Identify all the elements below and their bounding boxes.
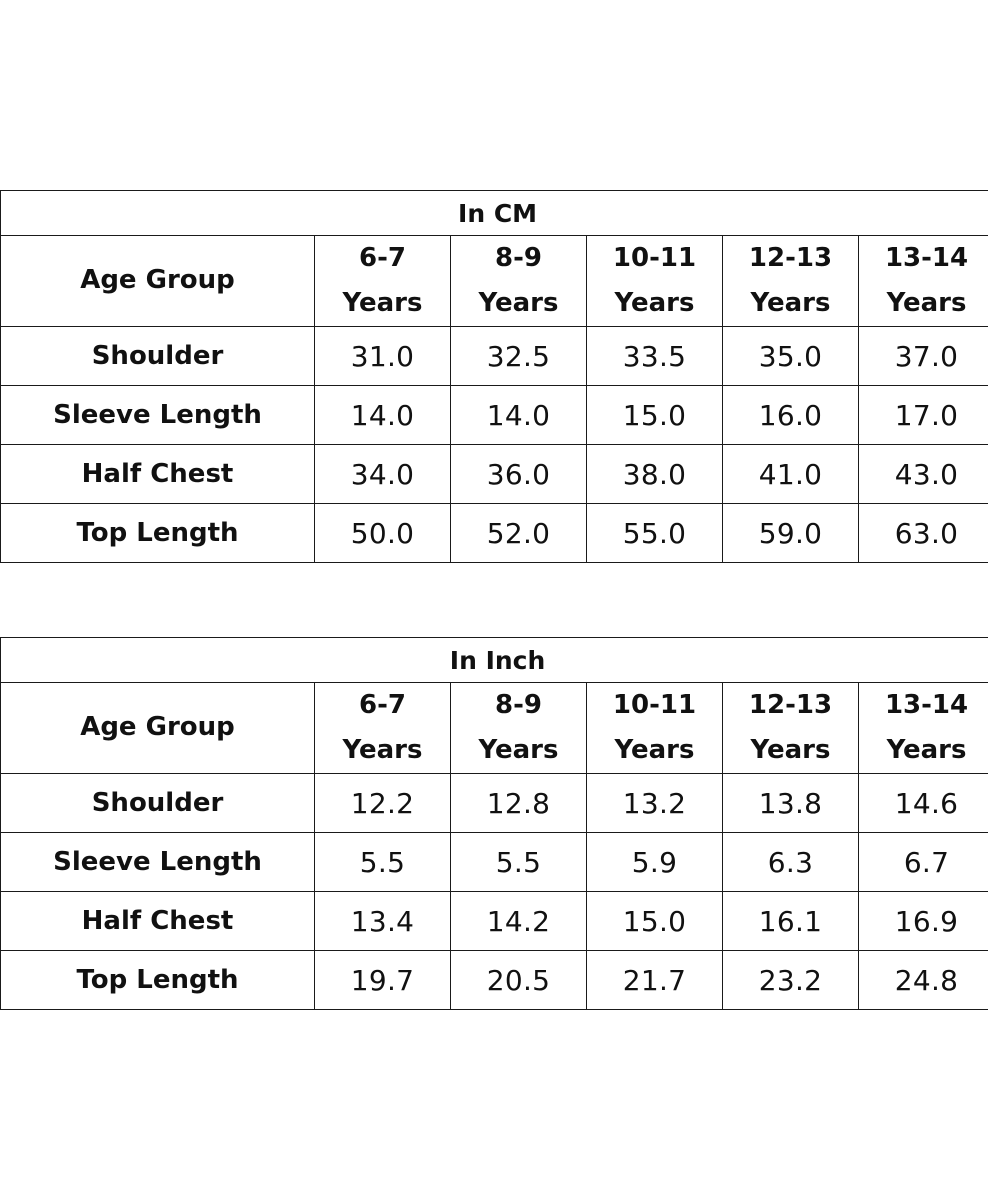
age-group-header: Age Group	[0, 682, 315, 774]
table-cell: 14.6	[857, 773, 988, 833]
table-cell: 6.7	[857, 832, 988, 892]
table-cell: 59.0	[722, 503, 859, 563]
column-header-age: 13-14 Years	[857, 235, 988, 327]
table-cell: 63.0	[857, 503, 988, 563]
table-cell: 13.4	[314, 891, 451, 951]
age-range: 8-9	[495, 243, 542, 273]
table-cell: 34.0	[314, 444, 451, 504]
table-title-row: In CM	[0, 190, 988, 236]
row-label: Sleeve Length	[0, 385, 315, 445]
table-cell: 20.5	[450, 950, 587, 1010]
age-unit: Years	[886, 288, 967, 318]
age-unit: Years	[478, 288, 559, 318]
header-row: Age Group 6-7 Years 8-9 Years 10-11 Years 1…	[0, 235, 988, 327]
size-chart-cm-table: In CM Age Group 6-7 Years 8-9 Years 10-11 Y…	[0, 190, 988, 563]
table-row: Sleeve Length 14.0 14.0 15.0 16.0 17.0	[0, 385, 988, 445]
age-range: 13-14	[884, 243, 969, 273]
table-cell: 13.8	[722, 773, 859, 833]
table-cell: 13.2	[586, 773, 723, 833]
table-cell: 41.0	[722, 444, 859, 504]
age-group-header: Age Group	[0, 235, 315, 327]
table-cell: 14.2	[450, 891, 587, 951]
row-label: Shoulder	[0, 326, 315, 386]
table-cell: 32.5	[450, 326, 587, 386]
age-range: 8-9	[495, 690, 542, 720]
age-unit: Years	[342, 288, 423, 318]
table-cell: 24.8	[857, 950, 988, 1010]
table-row: Sleeve Length 5.5 5.5 5.9 6.3 6.7	[0, 832, 988, 892]
age-unit: Years	[614, 735, 695, 765]
table-cell: 37.0	[857, 326, 988, 386]
table-cell: 6.3	[722, 832, 859, 892]
column-header-age: 6-7 Years	[314, 682, 451, 774]
table-cell: 14.0	[314, 385, 451, 445]
row-label: Half Chest	[0, 891, 315, 951]
table-cell: 15.0	[586, 891, 723, 951]
row-label: Shoulder	[0, 773, 315, 833]
column-header-age: 12-13 Years	[722, 235, 859, 327]
table-cell: 23.2	[722, 950, 859, 1010]
table-cell: 35.0	[722, 326, 859, 386]
age-unit: Years	[750, 288, 831, 318]
table-cell: 12.2	[314, 773, 451, 833]
table-row: Half Chest 13.4 14.2 15.0 16.1 16.9	[0, 891, 988, 951]
table-row: Top Length 19.7 20.5 21.7 23.2 24.8	[0, 950, 988, 1010]
table-cell: 16.0	[722, 385, 859, 445]
table-cell: 5.5	[314, 832, 451, 892]
table-cell: 33.5	[586, 326, 723, 386]
table-cell: 36.0	[450, 444, 587, 504]
age-unit: Years	[478, 735, 559, 765]
table-cell: 16.9	[857, 891, 988, 951]
table-cell: 5.5	[450, 832, 587, 892]
table-title: In Inch	[0, 637, 988, 683]
table-cell: 55.0	[586, 503, 723, 563]
table-cell: 38.0	[586, 444, 723, 504]
column-header-age: 12-13 Years	[722, 682, 859, 774]
age-unit: Years	[886, 735, 967, 765]
age-range: 10-11	[612, 690, 697, 720]
age-range: 12-13	[748, 243, 833, 273]
table-title-row: In Inch	[0, 637, 988, 683]
age-range: 13-14	[884, 690, 969, 720]
age-unit: Years	[750, 735, 831, 765]
age-range: 12-13	[748, 690, 833, 720]
table-cell: 43.0	[857, 444, 988, 504]
table-cell: 50.0	[314, 503, 451, 563]
row-label: Top Length	[0, 503, 315, 563]
row-label: Half Chest	[0, 444, 315, 504]
age-unit: Years	[614, 288, 695, 318]
table-cell: 14.0	[450, 385, 587, 445]
age-range: 6-7	[359, 243, 406, 273]
table-cell: 52.0	[450, 503, 587, 563]
column-header-age: 8-9 Years	[450, 682, 587, 774]
table-cell: 5.9	[586, 832, 723, 892]
row-label: Sleeve Length	[0, 832, 315, 892]
column-header-age: 10-11 Years	[586, 682, 723, 774]
table-row: Half Chest 34.0 36.0 38.0 41.0 43.0	[0, 444, 988, 504]
table-cell: 15.0	[586, 385, 723, 445]
age-range: 6-7	[359, 690, 406, 720]
table-title: In CM	[0, 190, 988, 236]
table-row: Top Length 50.0 52.0 55.0 59.0 63.0	[0, 503, 988, 563]
column-header-age: 10-11 Years	[586, 235, 723, 327]
header-row: Age Group 6-7 Years 8-9 Years 10-11 Years 1…	[0, 682, 988, 774]
age-unit: Years	[342, 735, 423, 765]
table-row: Shoulder 31.0 32.5 33.5 35.0 37.0	[0, 326, 988, 386]
column-header-age: 8-9 Years	[450, 235, 587, 327]
table-cell: 12.8	[450, 773, 587, 833]
size-chart-inch-table: In Inch Age Group 6-7 Years 8-9 Years 10-1…	[0, 637, 988, 1010]
age-range: 10-11	[612, 243, 697, 273]
column-header-age: 6-7 Years	[314, 235, 451, 327]
table-cell: 31.0	[314, 326, 451, 386]
column-header-age: 13-14 Years	[857, 682, 988, 774]
table-cell: 19.7	[314, 950, 451, 1010]
table-row: Shoulder 12.2 12.8 13.2 13.8 14.6	[0, 773, 988, 833]
table-cell: 17.0	[857, 385, 988, 445]
table-cell: 16.1	[722, 891, 859, 951]
row-label: Top Length	[0, 950, 315, 1010]
table-cell: 21.7	[586, 950, 723, 1010]
